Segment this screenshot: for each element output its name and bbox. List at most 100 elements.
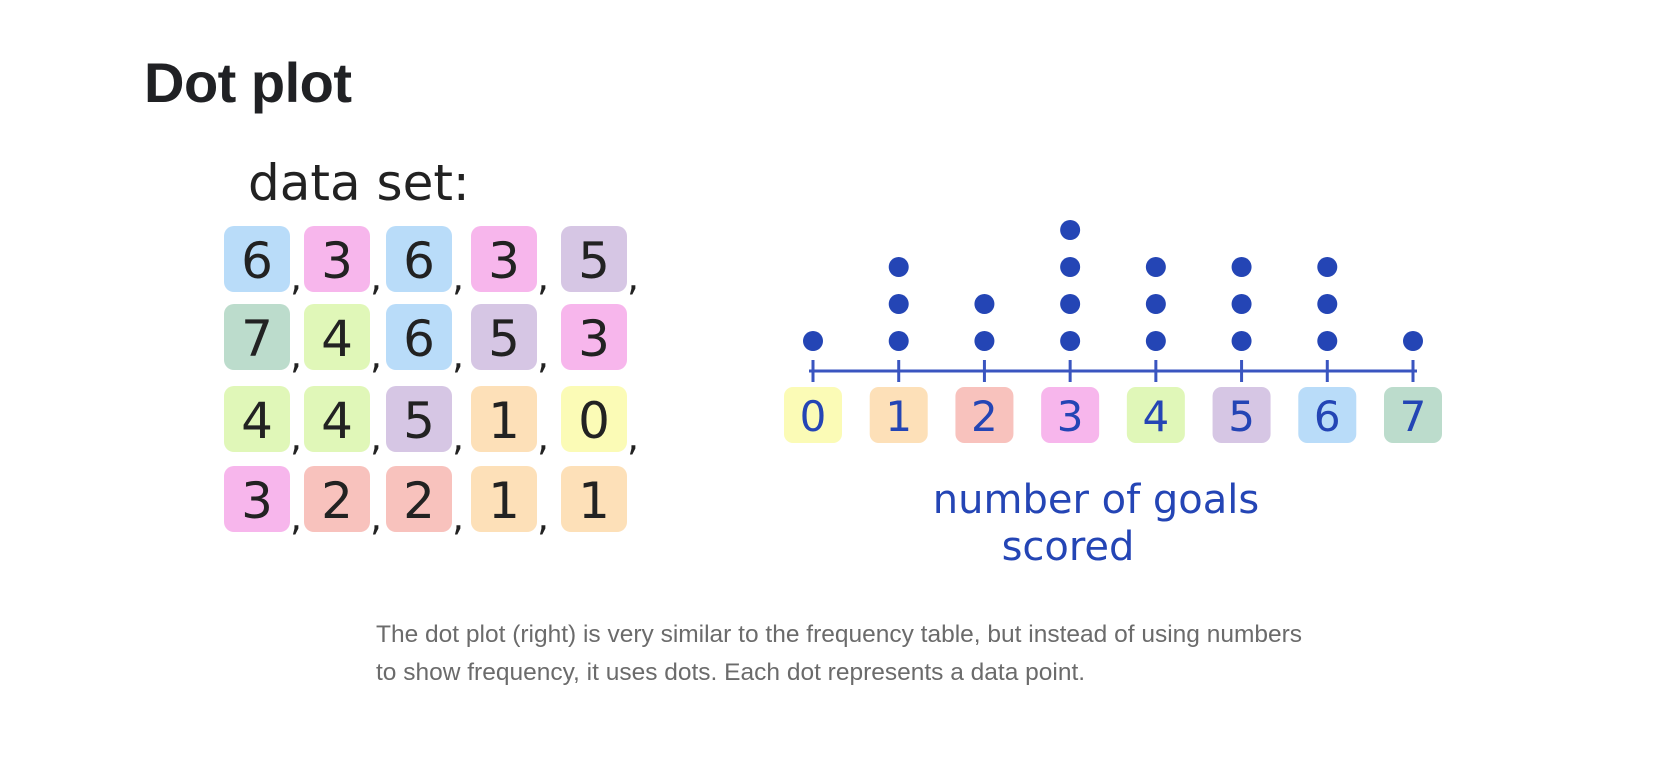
data-set-comma: , xyxy=(452,495,464,539)
cell-highlight xyxy=(561,304,627,370)
data-set-comma: , xyxy=(452,255,464,299)
data-set-comma: , xyxy=(452,415,464,459)
data-dot xyxy=(888,257,909,277)
data-set-cell: 6, xyxy=(386,304,464,377)
data-set-value: 6 xyxy=(241,232,273,290)
data-set-comma: , xyxy=(290,333,302,377)
x-tick-label: 3 xyxy=(1041,387,1100,443)
data-dot xyxy=(888,331,909,351)
data-set-cell: 6, xyxy=(386,226,464,299)
data-set-value: 5 xyxy=(403,392,435,450)
data-set-comma: , xyxy=(627,255,639,299)
data-dot xyxy=(1317,257,1338,277)
tick-label-text: 3 xyxy=(1057,392,1084,441)
data-set-value: 1 xyxy=(488,392,520,450)
data-set-comma: , xyxy=(627,415,639,459)
data-set-value: 3 xyxy=(578,310,610,368)
data-set-comma: , xyxy=(290,415,302,459)
tick-label-highlight xyxy=(1298,387,1357,443)
tick-label-highlight xyxy=(955,387,1014,443)
cell-highlight xyxy=(386,304,452,370)
data-set-cell: 2, xyxy=(304,466,382,539)
tick-label-text: 2 xyxy=(971,392,998,441)
data-dot xyxy=(1060,257,1081,277)
x-tick-label: 1 xyxy=(869,387,928,443)
data-dot xyxy=(1060,294,1081,314)
data-set-value: 1 xyxy=(488,472,520,530)
data-dot xyxy=(1231,294,1252,314)
data-set-comma: , xyxy=(370,495,382,539)
data-set-comma: , xyxy=(290,255,302,299)
data-set-cell: 5, xyxy=(471,304,549,377)
data-set-comma: , xyxy=(537,333,549,377)
data-set-cell: 3, xyxy=(304,226,382,299)
data-dot xyxy=(1403,331,1423,351)
data-set-cell: 5, xyxy=(386,386,464,459)
data-dot xyxy=(974,331,995,351)
data-set-value: 3 xyxy=(241,472,273,530)
tick-label-text: 1 xyxy=(885,392,912,441)
data-set-cell: 1 xyxy=(561,466,627,532)
data-set-cell: 0, xyxy=(561,386,639,459)
tick-label-text: 0 xyxy=(800,392,827,441)
cell-highlight xyxy=(224,304,290,370)
data-dot xyxy=(1317,294,1338,314)
data-set-value: 0 xyxy=(578,392,610,450)
page-title: Dot plot xyxy=(144,51,352,114)
data-set-value: 3 xyxy=(321,232,353,290)
cell-highlight xyxy=(224,466,290,532)
cell-highlight xyxy=(304,386,370,452)
data-set-comma: , xyxy=(370,415,382,459)
data-set-value: 7 xyxy=(241,310,273,368)
tick-label-highlight xyxy=(1126,387,1185,443)
data-set-cell: 5, xyxy=(561,226,639,299)
data-set-cell: 1, xyxy=(471,386,549,459)
tick-label-text: 5 xyxy=(1228,392,1255,441)
cell-highlight xyxy=(304,304,370,370)
data-dot xyxy=(974,294,995,314)
data-set-cell: 3, xyxy=(471,226,549,299)
data-set-comma: , xyxy=(537,495,549,539)
tick-label-text: 6 xyxy=(1314,392,1341,441)
dot-plot-chart: 0 1 2 3 4 5 6 7 number of goals scored xyxy=(784,220,1442,570)
x-tick-label: 6 xyxy=(1298,387,1357,443)
data-set-table: data set: 6, 3, 6, 3, 5,7, 4, 6, 5, 34, 4, 5, 1, 0,3… xyxy=(224,154,639,539)
data-set-value: 6 xyxy=(403,232,435,290)
cell-highlight xyxy=(386,226,452,292)
data-set-value: 2 xyxy=(321,472,353,530)
data-set-cell: 4, xyxy=(224,386,302,459)
data-set-cell: 6, xyxy=(224,226,302,299)
cell-highlight xyxy=(304,226,370,292)
data-set-value: 6 xyxy=(403,310,435,368)
tick-label-highlight xyxy=(784,387,842,443)
data-set-cell: 4, xyxy=(304,386,382,459)
x-axis-label-continued: scored xyxy=(1002,524,1135,570)
data-dot xyxy=(1145,294,1166,314)
cell-highlight xyxy=(561,466,627,532)
tick-label-text: 7 xyxy=(1400,392,1427,441)
data-dot xyxy=(803,331,823,351)
data-set-value: 4 xyxy=(321,310,353,368)
x-tick-label: 0 xyxy=(784,387,842,443)
data-set-comma: , xyxy=(370,333,382,377)
data-dot xyxy=(1317,331,1338,351)
x-tick-label: 5 xyxy=(1212,387,1271,443)
data-set-value: 4 xyxy=(321,392,353,450)
x-axis-label: number of goals xyxy=(933,477,1259,523)
data-set-cell: 4, xyxy=(304,304,382,377)
cell-highlight xyxy=(471,466,537,532)
x-tick-label: 2 xyxy=(955,387,1014,443)
cell-highlight xyxy=(471,226,537,292)
x-tick-label: 4 xyxy=(1126,387,1185,443)
data-dot xyxy=(1145,257,1166,277)
tick-label-highlight xyxy=(1212,387,1271,443)
cell-highlight xyxy=(386,466,452,532)
tick-label-highlight xyxy=(869,387,928,443)
cell-highlight xyxy=(561,226,627,292)
data-set-comma: , xyxy=(537,415,549,459)
data-set-cell: 7, xyxy=(224,304,302,377)
data-set-cell: 1, xyxy=(471,466,549,539)
data-dot xyxy=(888,294,909,314)
data-set-value: 5 xyxy=(488,310,520,368)
data-set-value: 5 xyxy=(578,232,610,290)
